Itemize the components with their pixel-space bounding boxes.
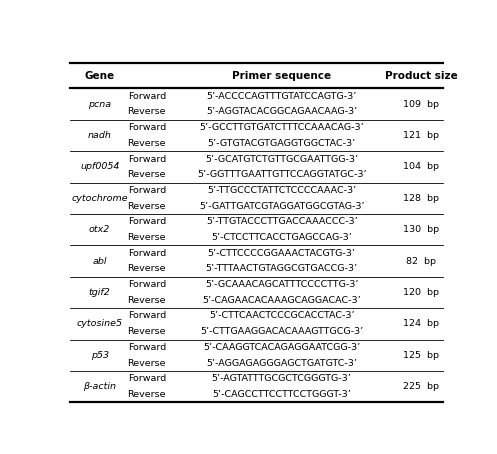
Text: 5’-CAGCCTTCCTTCCTGGGT-3’: 5’-CAGCCTTCCTTCCTGGGT-3’	[212, 390, 351, 399]
Text: Reverse: Reverse	[128, 108, 166, 116]
Text: cytochrome: cytochrome	[72, 194, 128, 203]
Text: 5’-CAGAACACAAAGCAGGACAC-3’: 5’-CAGAACACAAAGCAGGACAC-3’	[202, 296, 361, 305]
Text: 5’-AGGAGAGGGAGCTGATGTC-3’: 5’-AGGAGAGGGAGCTGATGTC-3’	[206, 359, 357, 368]
Text: 5’-GATTGATCGTAGGATGGCGTAG-3’: 5’-GATTGATCGTAGGATGGCGTAG-3’	[199, 202, 364, 211]
Text: Reverse: Reverse	[128, 233, 166, 242]
Text: 225  bp: 225 bp	[403, 382, 439, 391]
Text: 124  bp: 124 bp	[403, 319, 439, 328]
Text: 5’-GCATGTCTGTTGCGAATTGG-3’: 5’-GCATGTCTGTTGCGAATTGG-3’	[205, 154, 358, 163]
Text: 128  bp: 128 bp	[403, 194, 439, 203]
Text: Reverse: Reverse	[128, 264, 166, 273]
Text: 5’-TTGCCCTATTCTCCCCAAAC-3’: 5’-TTGCCCTATTCTCCCCAAAC-3’	[207, 186, 356, 195]
Text: 104  bp: 104 bp	[403, 163, 439, 171]
Text: 5’-AGGTACACGGCAGAACAAG-3’: 5’-AGGTACACGGCAGAACAAG-3’	[206, 108, 357, 116]
Text: Forward: Forward	[128, 280, 166, 289]
Text: Forward: Forward	[128, 92, 166, 101]
Text: 5’-GTGTACGTGAGGTGGCTAC-3’: 5’-GTGTACGTGAGGTGGCTAC-3’	[208, 139, 356, 148]
Text: nadh: nadh	[88, 131, 112, 140]
Text: Reverse: Reverse	[128, 390, 166, 399]
Text: 130  bp: 130 bp	[403, 225, 439, 234]
Text: otx2: otx2	[89, 225, 110, 234]
Text: 121  bp: 121 bp	[403, 131, 439, 140]
Text: Forward: Forward	[128, 123, 166, 132]
Text: Forward: Forward	[128, 217, 166, 226]
Text: 5’-GGTTTGAATTGTTCCAGGTATGC-3’: 5’-GGTTTGAATTGTTCCAGGTATGC-3’	[197, 170, 366, 179]
Text: β-actin: β-actin	[83, 382, 116, 391]
Text: 125  bp: 125 bp	[403, 351, 439, 360]
Text: 5’-TTTAACTGTAGGCGTGACCG-3’: 5’-TTTAACTGTAGGCGTGACCG-3’	[206, 264, 358, 273]
Text: 5’-CAAGGTCACAGAGGAATCGG-3’: 5’-CAAGGTCACAGAGGAATCGG-3’	[203, 343, 360, 352]
Text: Forward: Forward	[128, 186, 166, 195]
Text: Forward: Forward	[128, 343, 166, 352]
Text: 5’-AGTATTTGCGCTCGGGTG-3’: 5’-AGTATTTGCGCTCGGGTG-3’	[212, 374, 351, 383]
Text: Primer sequence: Primer sequence	[232, 71, 331, 81]
Text: 5’-CTCCTTCACCTGAGCCAG-3’: 5’-CTCCTTCACCTGAGCCAG-3’	[211, 233, 352, 242]
Text: Reverse: Reverse	[128, 170, 166, 179]
Text: 82  bp: 82 bp	[407, 257, 436, 266]
Text: 5’-CTTCCCCGGAAACTACGTG-3’: 5’-CTTCCCCGGAAACTACGTG-3’	[208, 249, 356, 258]
Text: Reverse: Reverse	[128, 327, 166, 336]
Text: pcna: pcna	[88, 99, 111, 109]
Text: Reverse: Reverse	[128, 296, 166, 305]
Text: 5’-GCCTTGTGATCTTTCCAAACAG-3’: 5’-GCCTTGTGATCTTTCCAAACAG-3’	[199, 123, 364, 132]
Text: Reverse: Reverse	[128, 359, 166, 368]
Text: Forward: Forward	[128, 311, 166, 321]
Text: Gene: Gene	[84, 71, 115, 81]
Text: Reverse: Reverse	[128, 139, 166, 148]
Text: Forward: Forward	[128, 374, 166, 383]
Text: 5’-TTGTACCCTTGACCAAACCC-3’: 5’-TTGTACCCTTGACCAAACCC-3’	[206, 217, 357, 226]
Text: 5’-CTTGAAGGACACAAAGTTGCG-3’: 5’-CTTGAAGGACACAAAGTTGCG-3’	[200, 327, 363, 336]
Text: abl: abl	[92, 257, 107, 266]
Text: Reverse: Reverse	[128, 202, 166, 211]
Text: 120  bp: 120 bp	[403, 288, 439, 297]
Text: Forward: Forward	[128, 154, 166, 163]
Text: Product size: Product size	[385, 71, 458, 81]
Text: cytosine5: cytosine5	[77, 319, 123, 328]
Text: 109  bp: 109 bp	[403, 99, 439, 109]
Text: Forward: Forward	[128, 249, 166, 258]
Text: upf0054: upf0054	[80, 163, 119, 171]
Text: tgif2: tgif2	[89, 288, 110, 297]
Text: 5’-ACCCCAGTTTGTATCCAGTG-3’: 5’-ACCCCAGTTTGTATCCAGTG-3’	[206, 92, 357, 101]
Text: p53: p53	[90, 351, 109, 360]
Text: 5’-CTTCAACTCCCGCACCTAC-3’: 5’-CTTCAACTCCCGCACCTAC-3’	[209, 311, 354, 321]
Text: 5’-GCAAACAGCATTTCCCCTTG-3’: 5’-GCAAACAGCATTTCCCCTTG-3’	[205, 280, 358, 289]
